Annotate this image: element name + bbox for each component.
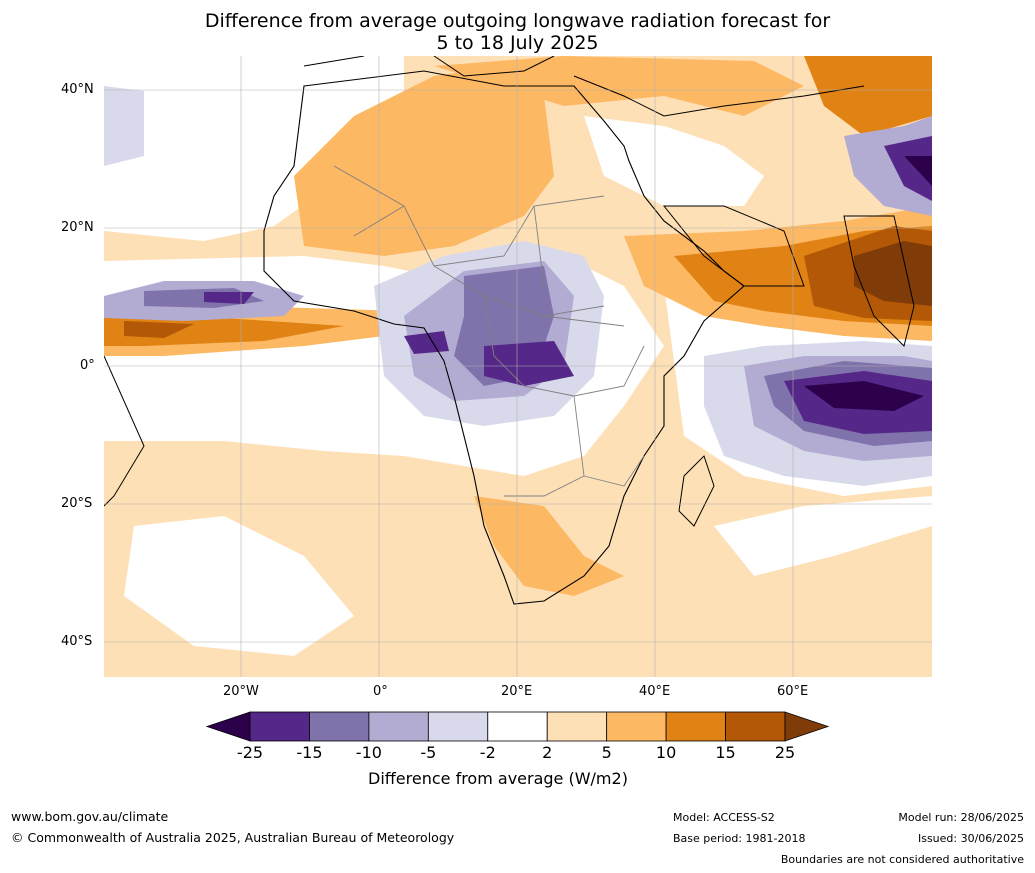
- colorbar-segment: [309, 711, 370, 742]
- anomaly-field-deep-purple-congo: [484, 341, 574, 386]
- copyright-text: © Commonwealth of Australia 2025, Austra…: [11, 830, 455, 845]
- lon-label-40e: 40°E: [639, 684, 671, 699]
- colorbar-segment: [487, 711, 548, 742]
- colorbar-tick-label: -10: [355, 743, 382, 762]
- map-title: Difference from average outgoing longwav…: [0, 10, 1035, 54]
- lon-label-20w: 20°W: [223, 684, 259, 699]
- lat-label-40s: 40°S: [61, 634, 93, 649]
- colorbar-tick-label: 15: [715, 743, 736, 762]
- anomaly-field-white-south-atlantic: [124, 516, 354, 656]
- colorbar-extend-high: [784, 711, 830, 742]
- title-line-2: 5 to 18 July 2025: [436, 32, 599, 54]
- colorbar-tick-label: -25: [236, 743, 264, 762]
- model-text: Model: ACCESS-S2: [673, 811, 775, 824]
- india-coastline: [843, 215, 915, 347]
- anomaly-field-darkest-purple-indian-ocean: [804, 381, 924, 411]
- lat-label-equator: 0°: [80, 358, 95, 373]
- colorbar-extend-low: [205, 711, 251, 742]
- anomaly-field-deep-purple-iran: [884, 136, 932, 201]
- model-run-text: Model run: 28/06/2025: [898, 811, 1024, 824]
- anomaly-field-orange-mediterranean: [434, 56, 804, 116]
- map-canvas: [104, 56, 932, 677]
- colorbar-tick-label: 5: [601, 743, 612, 762]
- lat-label-40n: 40°N: [61, 82, 94, 97]
- anomaly-field-pale-purple-atlantic: [104, 86, 144, 166]
- anomaly-field-deep-purple-west-atlantic: [204, 292, 254, 304]
- anomaly-field-dark-orange-west-atlantic: [124, 321, 194, 338]
- anomaly-field-darkest-purple-iran: [904, 156, 932, 186]
- lon-label-0: 0°: [373, 684, 388, 699]
- colorbar-segment: [665, 711, 726, 742]
- colorbar-tick-label: -5: [420, 743, 437, 762]
- colorbar-segment: [546, 711, 608, 742]
- colorbar-segment: [368, 711, 429, 742]
- title-line-1: Difference from average outgoing longwav…: [204, 10, 831, 32]
- website-link[interactable]: www.bom.gov.au/climate: [11, 809, 169, 824]
- lat-label-20n: 20°N: [61, 220, 94, 235]
- olr-anomaly-map: [104, 56, 932, 677]
- lat-label-20s: 20°S: [61, 496, 93, 511]
- anomaly-field-orange-sahara: [294, 66, 554, 256]
- europe-coastline: [303, 56, 865, 117]
- colorbar-segment: [725, 711, 786, 742]
- madagascar-coastline: [678, 455, 715, 527]
- lon-label-20e: 20°E: [501, 684, 533, 699]
- africa-coastline: [263, 70, 745, 605]
- lon-label-60e: 60°E: [777, 684, 809, 699]
- colorbar-segment: [249, 711, 310, 742]
- anomaly-field-orange-southern-africa: [474, 496, 624, 596]
- colorbar-tick-label: 10: [655, 743, 677, 762]
- colorbar-tick-label: -2: [479, 743, 496, 762]
- base-period-text: Base period: 1981-2018: [673, 832, 806, 845]
- arabia-coastline: [662, 205, 805, 287]
- colorbar-label: Difference from average (W/m2): [368, 769, 628, 788]
- anomaly-field-white-middle-east: [584, 116, 764, 206]
- colorbar-tick-label: 25: [774, 743, 796, 762]
- anomaly-field-white-southern-indian: [714, 496, 932, 576]
- anomaly-field-deep-orange-central-asia: [804, 56, 932, 136]
- anomaly-field-white-nw-atlantic: [104, 56, 404, 241]
- issued-text: Issued: 30/06/2025: [917, 832, 1024, 845]
- south-america-coastline: [104, 355, 145, 507]
- graticule: [104, 56, 932, 677]
- anomaly-field-deep-purple-gabon: [404, 331, 449, 354]
- colorbar-segment: [606, 711, 667, 742]
- colorbar-tick-label: 2: [542, 743, 553, 762]
- colorbar-tick-label: -15: [296, 743, 323, 762]
- disclaimer-text: Boundaries are not considered authoritat…: [780, 853, 1024, 866]
- anomaly-field-darkest-orange-india: [854, 241, 932, 306]
- colorbar-segment: [427, 711, 489, 742]
